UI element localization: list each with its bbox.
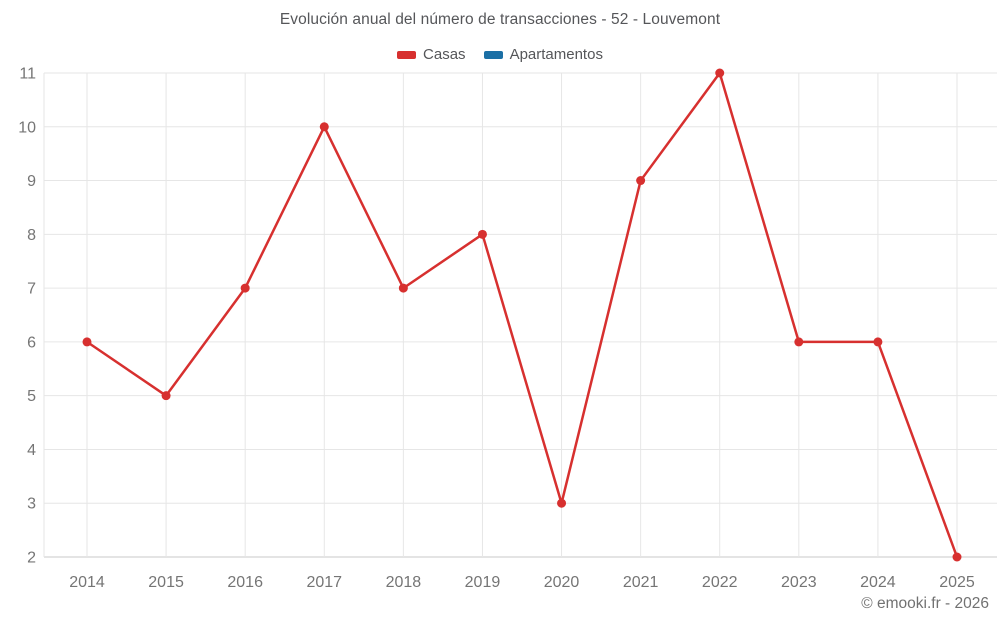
x-tick-label: 2021 — [623, 574, 659, 591]
x-tick-label: 2014 — [69, 574, 105, 591]
x-tick-label: 2025 — [939, 574, 975, 591]
y-tick-label: 8 — [27, 227, 36, 244]
legend-item-casas[interactable]: Casas — [397, 46, 466, 63]
data-point-casas-2025[interactable] — [952, 552, 962, 562]
x-tick-label: 2018 — [386, 574, 422, 591]
x-tick-label: 2017 — [306, 574, 342, 591]
legend: Casas Apartamentos — [0, 46, 1000, 63]
x-tick-label: 2020 — [544, 574, 580, 591]
x-tick-label: 2024 — [860, 574, 896, 591]
y-tick-label: 6 — [27, 334, 36, 351]
x-tick-label: 2015 — [148, 574, 184, 591]
data-point-casas-2024[interactable] — [873, 337, 883, 347]
casas-series-swatch — [397, 50, 417, 59]
copyright: © emooki.fr - 2026 — [861, 595, 989, 612]
legend-item-apartamentos[interactable]: Apartamentos — [483, 46, 603, 63]
data-point-casas-2023[interactable] — [794, 337, 804, 347]
y-tick-label: 10 — [18, 119, 36, 136]
data-point-casas-2020[interactable] — [557, 498, 567, 508]
y-tick-label: 7 — [27, 281, 36, 298]
apartamentos-series-swatch — [483, 50, 503, 59]
x-tick-label: 2016 — [227, 574, 263, 591]
chart-title: Evolución anual del número de transaccio… — [279, 11, 721, 28]
data-point-casas-2022[interactable] — [715, 68, 725, 78]
y-tick-label: 2 — [27, 550, 36, 567]
y-tick-label: 4 — [27, 442, 36, 459]
casas-line — [85, 71, 959, 559]
data-point-casas-2021[interactable] — [636, 176, 646, 186]
data-point-casas-2018[interactable] — [398, 283, 408, 293]
legend-label-apartamentos: Apartamentos — [509, 46, 603, 63]
y-tick-label: 3 — [27, 496, 36, 513]
y-tick-label: 11 — [19, 66, 36, 83]
data-point-casas-2017[interactable] — [319, 122, 329, 132]
legend-label-casas: Casas — [423, 46, 466, 63]
data-point-casas-2019[interactable] — [477, 229, 487, 239]
y-tick-label: 5 — [27, 388, 36, 405]
x-tick-label: 2022 — [702, 574, 738, 591]
y-tick-label: 9 — [27, 173, 36, 190]
x-tick-label: 2019 — [465, 574, 501, 591]
data-point-casas-2014[interactable] — [82, 337, 92, 347]
x-tick-label: 2023 — [781, 574, 817, 591]
data-point-casas-2015[interactable] — [161, 391, 171, 401]
data-point-casas-2016[interactable] — [240, 283, 250, 293]
